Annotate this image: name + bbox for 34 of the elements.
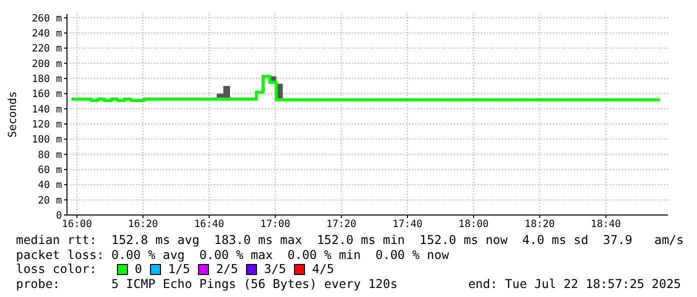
text: 4/5 <box>312 262 334 276</box>
x-tick-label: 17:00 <box>260 219 290 230</box>
y-tick-label: 80 m <box>38 150 62 161</box>
y-tick-label: 220 m <box>32 44 62 55</box>
y-tick-label: 40 m <box>38 180 62 192</box>
text: 0 <box>134 262 142 276</box>
y-tick-label: 180 m <box>32 74 62 86</box>
y-tick-label: 60 m <box>38 165 62 176</box>
y-tick-label: 0 <box>56 210 62 222</box>
text: end: Tue Jul 22 18:57:25 2025 <box>468 276 681 291</box>
text: 2/5 <box>216 262 238 276</box>
y-axis-title: Seconds <box>6 91 19 138</box>
text: 3/5 <box>264 262 286 276</box>
y-tick-label: 200 m <box>32 58 62 70</box>
x-tick-label: 18:00 <box>458 219 489 230</box>
text: 1/5 <box>168 262 190 276</box>
y-tick-label: 240 m <box>32 28 62 40</box>
text: loss color: <box>16 262 97 276</box>
x-tick-label: 16:40 <box>194 219 224 230</box>
x-tick-label: 16:00 <box>62 219 92 230</box>
text: median rtt: 152.8 ms avg 183.0 ms max 152.0 ms min 152.0 ms now 4.0 ms sd 37.9 am/s <box>16 233 684 248</box>
y-tick-label: 20 m <box>38 195 62 206</box>
y-tick-label: 140 m <box>32 104 62 116</box>
x-tick-label: 16:20 <box>128 219 158 230</box>
text: packet loss: 0.00 % avg 0.00 % max 0.00 % min 0.00 % now <box>16 248 450 262</box>
x-tick-label: 17:40 <box>392 219 423 230</box>
x-tick-label: 17:20 <box>326 219 356 230</box>
y-tick-label: 260 m <box>32 13 62 24</box>
y-tick-label: 100 m <box>32 134 62 146</box>
text: probe: 5 ICMP Echo Pings (56 Bytes) every 120s <box>16 276 398 291</box>
x-tick-label: 18:40 <box>590 219 621 230</box>
y-tick-label: 120 m <box>32 120 62 131</box>
x-tick-label: 18:20 <box>524 219 555 230</box>
y-tick-label: 160 m <box>32 89 62 100</box>
